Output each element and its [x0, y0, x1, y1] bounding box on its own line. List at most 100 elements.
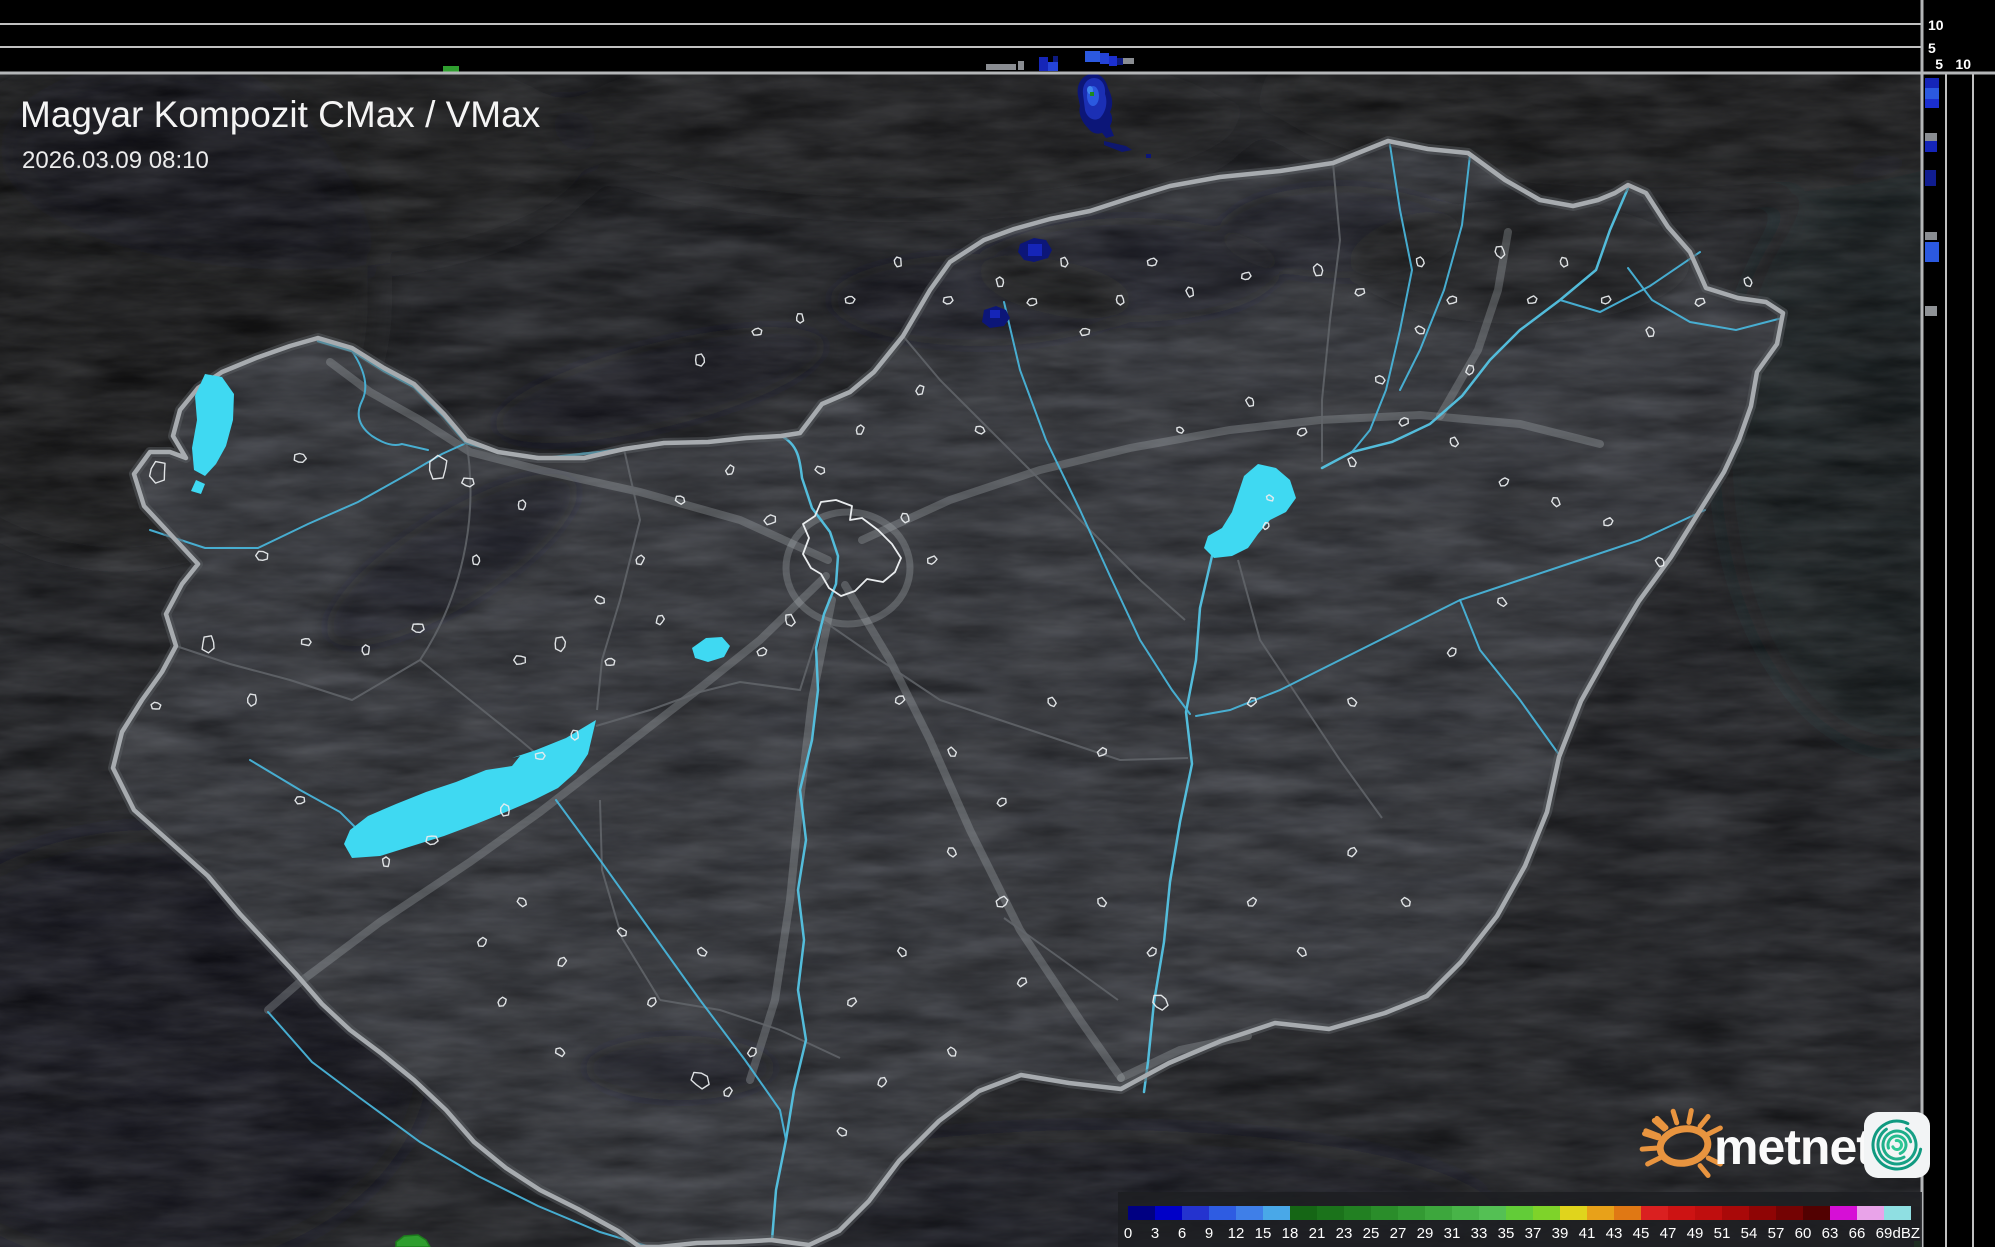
town-outline [995, 895, 1009, 908]
lake-velencei [692, 637, 730, 662]
colorbar-cell [1344, 1206, 1371, 1220]
colorbar-cell [1830, 1206, 1857, 1220]
colorbar-tick-label: 33 [1471, 1225, 1488, 1242]
town-outline [1347, 697, 1358, 707]
town-outline [855, 424, 865, 435]
town-outline [557, 956, 568, 967]
colorbar-tick-label: 3 [1151, 1225, 1159, 1242]
town-outline [1097, 896, 1108, 908]
colorbar-cell [1128, 1206, 1155, 1220]
colorbar-cell [1236, 1206, 1263, 1220]
county-borders [175, 162, 1383, 1059]
town-outline [1550, 497, 1561, 508]
sun-icon [1639, 1108, 1723, 1178]
colorbar-tick-label: 60 [1795, 1225, 1812, 1242]
town-outline [1240, 271, 1252, 281]
town-outline [1743, 276, 1753, 288]
profile-echo-bar [1925, 88, 1939, 99]
town-outline [1265, 494, 1275, 502]
sun-ray [1705, 1155, 1723, 1167]
town-outline [1096, 746, 1108, 757]
echo-green-pixel [1090, 92, 1094, 96]
right-strip-label-10: 10 [1955, 56, 1971, 72]
town-outline [516, 897, 527, 908]
town-outline [746, 1046, 757, 1058]
profile-echo-bar [1048, 62, 1058, 71]
colorbar-tick-label: 43 [1606, 1225, 1623, 1242]
colorbar-unit-label: dBZ [1892, 1225, 1920, 1242]
town-outline [836, 1126, 848, 1137]
town-outline [1152, 994, 1169, 1011]
town-outline [594, 595, 605, 605]
colorbar-cell [1668, 1206, 1695, 1220]
town-outline [477, 936, 488, 947]
town-outline [1079, 327, 1091, 337]
profile-echo-bar [1925, 141, 1937, 152]
town-outline [942, 296, 954, 305]
town-outline [1526, 295, 1538, 304]
top-strip-label-10: 10 [1928, 17, 1944, 33]
lakes [191, 374, 1296, 858]
town-outline [796, 313, 805, 324]
dbz-colorbar: 0 3 6 9 12 15 18 21 23 25 27 29 31 33 35 37 39 41 43 45 47 49… [1118, 1192, 1922, 1247]
colorbar-cell [1425, 1206, 1452, 1220]
colorbar-tick-label: 9 [1205, 1225, 1213, 1242]
colorbar-tick-label: 54 [1741, 1225, 1758, 1242]
town-outline [517, 499, 527, 511]
town-outline [893, 256, 902, 268]
town-outline [554, 1047, 566, 1058]
town-outline [1449, 436, 1460, 448]
colorbar-cell [1398, 1206, 1425, 1220]
town-outline [1115, 294, 1125, 306]
profile-echo-bar [1117, 58, 1123, 65]
town-outline [751, 327, 763, 336]
town-outline [361, 644, 370, 656]
colorbar-cell [1614, 1206, 1641, 1220]
colorbar-cell [1884, 1206, 1911, 1220]
town-outline [381, 856, 391, 868]
colorbar-tick-label: 47 [1660, 1225, 1677, 1242]
colorbar-tick-label: 45 [1633, 1225, 1650, 1242]
town-outline [1016, 977, 1028, 988]
lake-ferto [192, 374, 234, 476]
town-outline [534, 751, 546, 760]
town-outline [246, 693, 257, 707]
profile-echo-bar [1085, 51, 1100, 62]
town-outline [897, 946, 907, 958]
profile-echo-bar [1925, 170, 1936, 186]
town-outline [1400, 896, 1411, 908]
town-outline [1414, 325, 1426, 335]
colorbar-cell [1479, 1206, 1506, 1220]
town-outlines [148, 245, 1753, 1137]
sun-ray [1670, 1108, 1680, 1126]
town-outline [1296, 427, 1308, 437]
town-outline [497, 996, 507, 1007]
profile-echo-bar [1109, 56, 1117, 66]
profile-echo-bar [1925, 242, 1939, 262]
top-profile-strip [0, 0, 1922, 73]
town-outline [785, 613, 796, 627]
metnet-logo: metnet [1639, 1108, 1930, 1178]
town-outline [411, 623, 425, 634]
town-outline [554, 636, 567, 653]
colorbar-cell [1371, 1206, 1398, 1220]
town-outline [847, 997, 858, 1008]
profile-echo-bar [1925, 133, 1937, 141]
town-outline [570, 729, 579, 741]
colorbar-tick-label: 66 [1849, 1225, 1866, 1242]
profile-echo-bar [1100, 53, 1109, 64]
colorbar-tick-label: 51 [1714, 1225, 1731, 1242]
town-outline [1244, 396, 1255, 407]
top-strip-label-5: 5 [1928, 40, 1936, 56]
town-outline [1146, 946, 1157, 957]
town-outline [1398, 417, 1410, 427]
profile-echo-bar [1053, 56, 1058, 62]
town-outline [723, 1086, 733, 1098]
town-outline [428, 454, 448, 480]
town-outline [1347, 456, 1357, 468]
sun-ray [1642, 1131, 1661, 1141]
town-outline [1645, 326, 1655, 338]
colorbar-tick-label: 49 [1687, 1225, 1704, 1242]
town-outline [461, 477, 475, 488]
